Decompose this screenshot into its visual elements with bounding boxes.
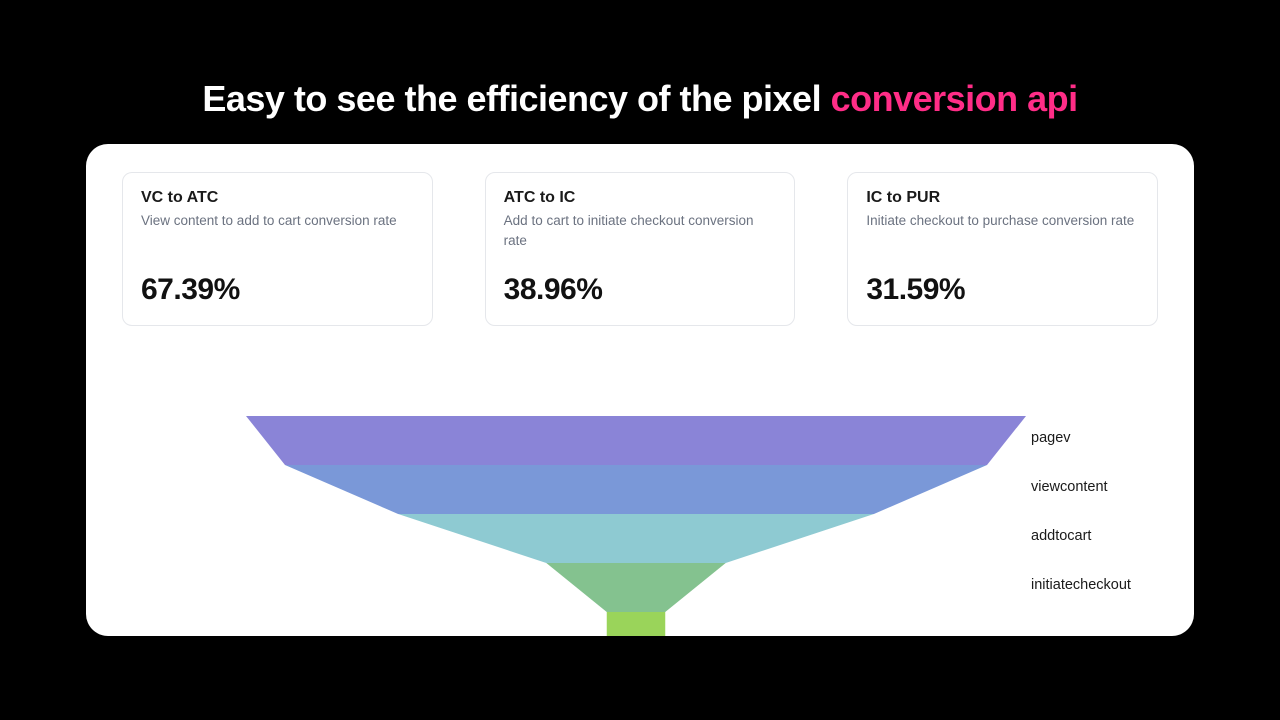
funnel-stage xyxy=(246,416,1026,465)
metric-card-title: VC to ATC xyxy=(141,189,414,207)
headline-accent: conversion api xyxy=(831,78,1078,119)
metric-card-atc-to-ic: ATC to IC Add to cart to initiate checko… xyxy=(485,172,796,326)
metric-card-value: 31.59% xyxy=(866,273,1139,307)
funnel-stage xyxy=(546,563,725,612)
funnel-stage xyxy=(607,612,666,636)
metric-card-title: IC to PUR xyxy=(866,189,1139,207)
metric-card-ic-to-pur: IC to PUR Initiate checkout to purchase … xyxy=(847,172,1158,326)
funnel-stage-label: pagev xyxy=(1031,430,1071,446)
page-headline: Easy to see the efficiency of the pixel … xyxy=(0,0,1280,144)
metric-card-desc: Initiate checkout to purchase conversion… xyxy=(866,211,1139,251)
metric-card-desc: View content to add to cart conversion r… xyxy=(141,211,414,251)
analytics-panel: VC to ATC View content to add to cart co… xyxy=(86,144,1194,636)
metric-cards-row: VC to ATC View content to add to cart co… xyxy=(122,172,1158,326)
metric-card-desc: Add to cart to initiate checkout convers… xyxy=(504,211,777,251)
funnel-stage-label: initiatecheckout xyxy=(1031,577,1131,593)
funnel-svg xyxy=(246,416,1026,636)
metric-card-value: 38.96% xyxy=(504,273,777,307)
metric-card-value: 67.39% xyxy=(141,273,414,307)
funnel-chart: pagev viewcontent addtocart initiatecheckou… xyxy=(86,416,1194,636)
headline-prefix: Easy to see the efficiency of the pixel xyxy=(202,78,830,119)
funnel-stage xyxy=(285,465,987,514)
funnel-stage xyxy=(398,514,874,563)
metric-card-vc-to-atc: VC to ATC View content to add to cart co… xyxy=(122,172,433,326)
metric-card-title: ATC to IC xyxy=(504,189,777,207)
funnel-stage-label: viewcontent xyxy=(1031,479,1108,495)
funnel-stage-label: addtocart xyxy=(1031,528,1091,544)
